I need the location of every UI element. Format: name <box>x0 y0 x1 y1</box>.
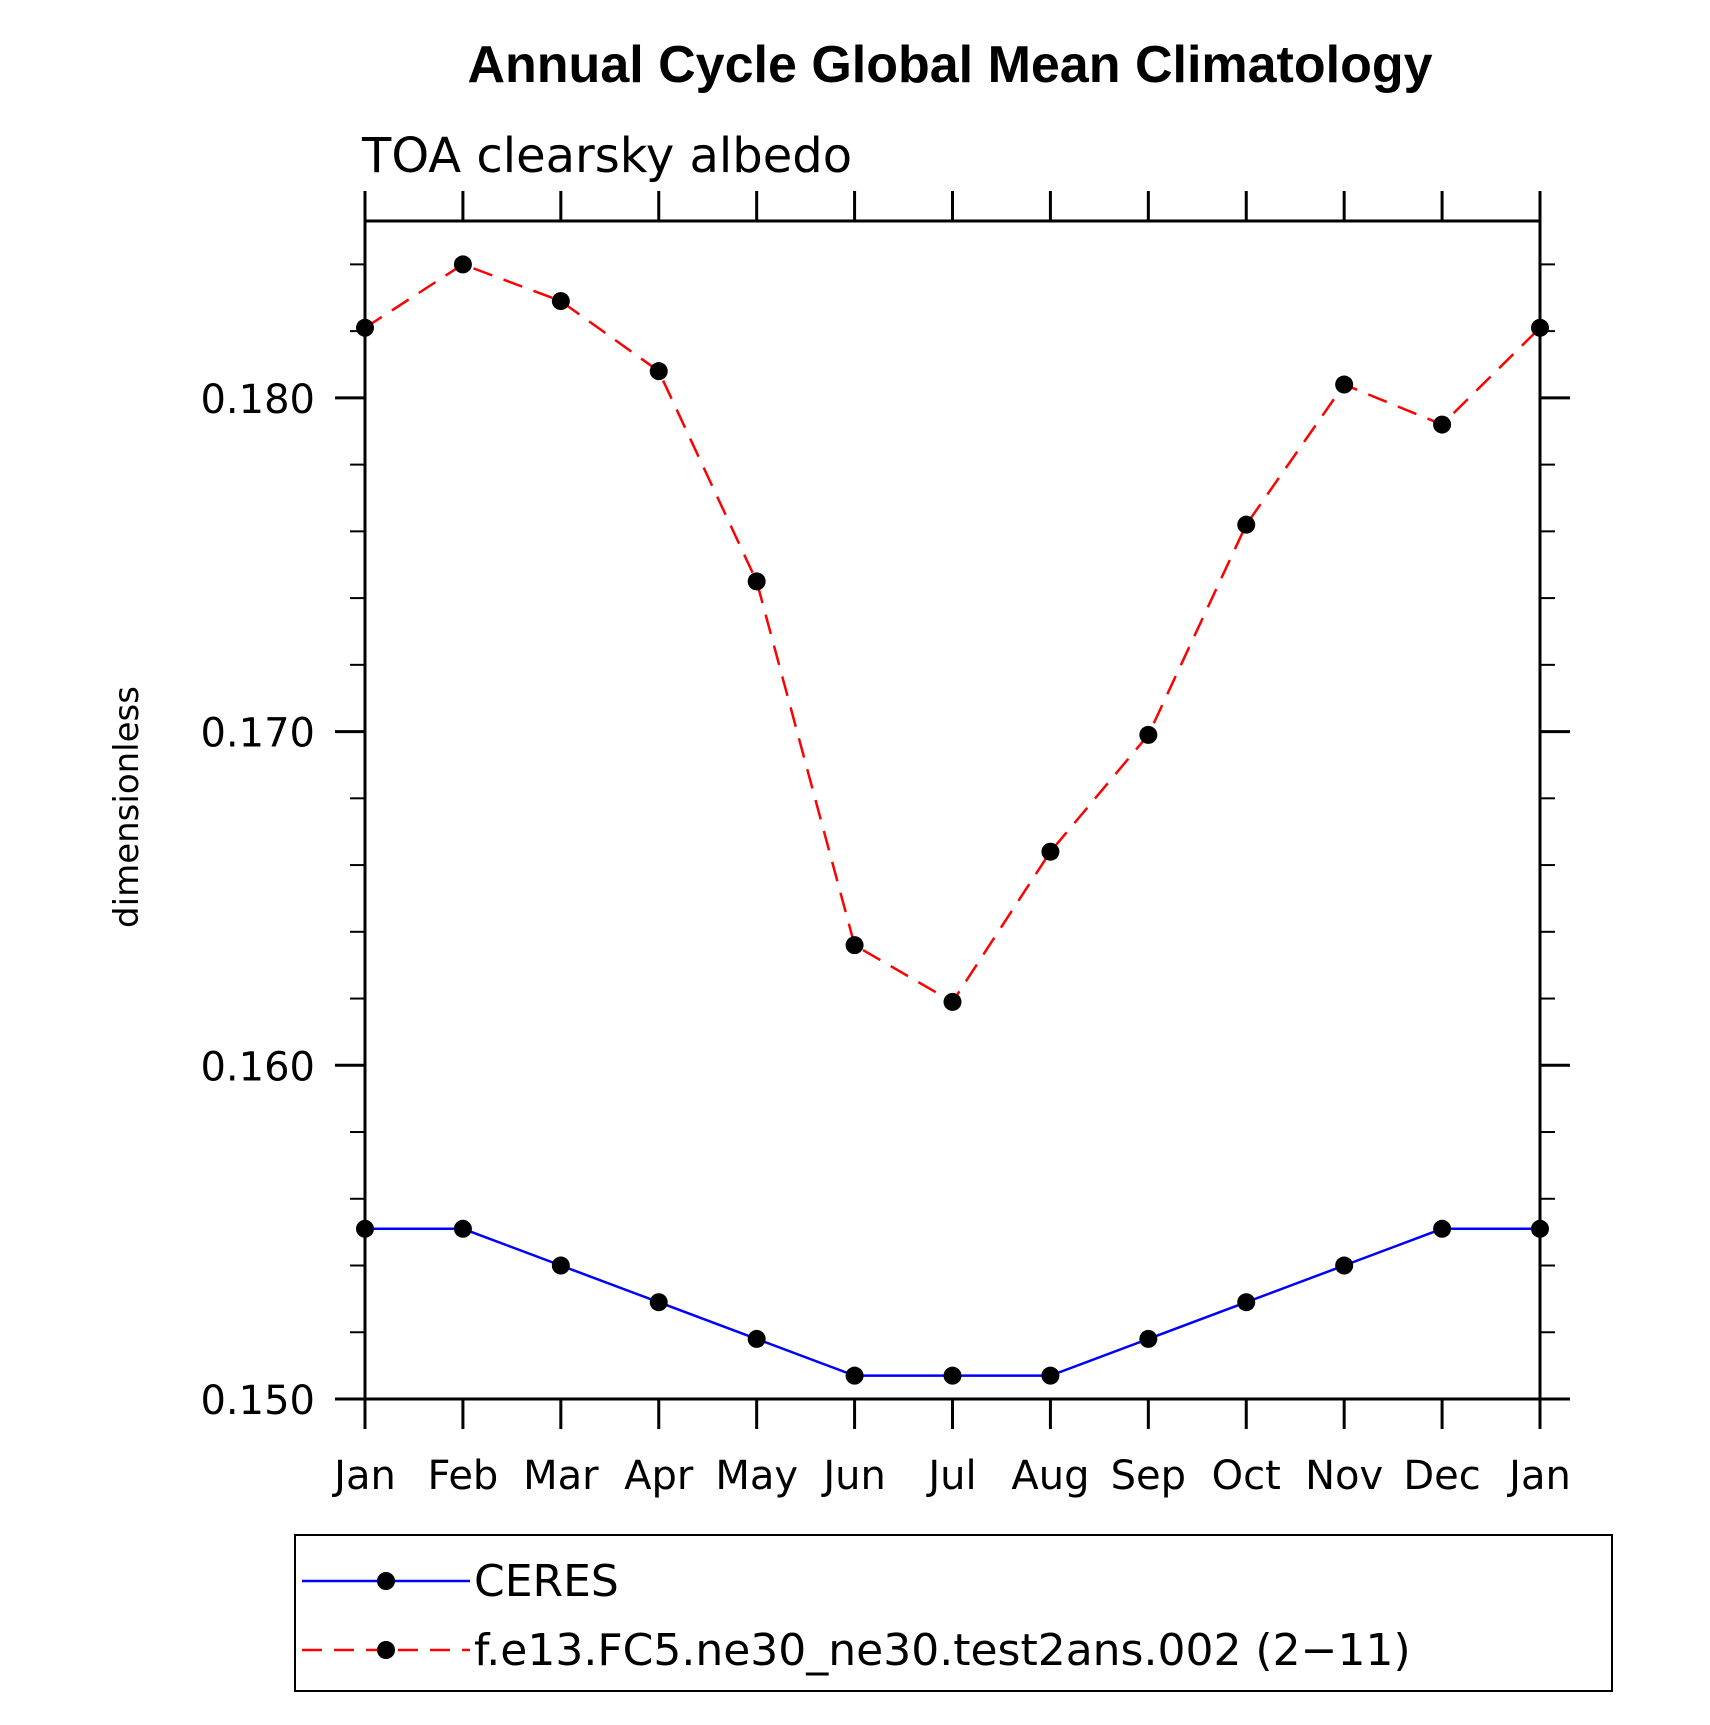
data-point <box>649 362 668 381</box>
data-point <box>1237 1293 1256 1312</box>
data-point <box>943 992 962 1011</box>
data-point <box>1335 375 1354 394</box>
data-point <box>1335 1256 1354 1275</box>
y-tick-label: 0.170 <box>200 711 315 757</box>
series-line <box>364 262 1541 1004</box>
data-point <box>551 292 570 311</box>
x-tick-label: Aug <box>1011 1453 1089 1499</box>
legend-box <box>294 1534 1613 1692</box>
data-point <box>845 1366 864 1385</box>
data-point <box>1433 1219 1452 1238</box>
x-tick-label: Feb <box>428 1453 499 1499</box>
y-tick-label: 0.150 <box>200 1378 315 1424</box>
legend-label-model: f.e13.FC5.ne30_ne30.test2ans.002 (2−11) <box>474 1625 1411 1676</box>
data-point <box>453 255 472 274</box>
legend-label-ceres: CERES <box>474 1556 619 1607</box>
series-line <box>365 1227 1540 1377</box>
series-0 <box>356 1219 1549 1385</box>
chart-subtitle: TOA clearsky albedo <box>361 128 852 184</box>
x-tick-label: Sep <box>1111 1453 1186 1499</box>
chart-title: Annual Cycle Global Mean Climatology <box>467 36 1432 94</box>
x-tick-label: Mar <box>523 1453 599 1499</box>
axis-ticks <box>335 191 1570 1429</box>
x-tick-label: Nov <box>1305 1453 1383 1499</box>
data-point <box>1237 515 1256 534</box>
data-point <box>845 936 864 955</box>
data-point <box>747 1329 766 1348</box>
data-point <box>747 572 766 591</box>
legend-marker-1 <box>377 1641 395 1659</box>
data-point <box>943 1366 962 1385</box>
y-tick-label: 0.160 <box>200 1044 315 1090</box>
data-point <box>1139 1329 1158 1348</box>
plot-frame <box>363 219 1542 1401</box>
x-tick-label: Jan <box>1506 1453 1571 1499</box>
series-1 <box>356 255 1549 1011</box>
x-tick-label: May <box>715 1453 798 1499</box>
x-tick-label: Oct <box>1212 1453 1281 1499</box>
data-point <box>1139 725 1158 744</box>
x-tick-label: Jul <box>925 1453 976 1499</box>
x-tick-label: Jun <box>820 1453 886 1499</box>
data-point <box>1041 1366 1060 1385</box>
x-tick-label: Dec <box>1403 1453 1480 1499</box>
data-point <box>551 1256 570 1275</box>
y-tick-labels: 0.150 0.160 0.170 0.180 <box>200 377 315 1424</box>
legend-marker-0 <box>377 1572 395 1590</box>
legend-symbols <box>302 1572 470 1659</box>
x-tick-labels: Jan Feb Mar Apr May Jun Jul Aug Sep Oct Nov Dec Jan <box>331 1453 1571 1499</box>
data-point <box>453 1219 472 1238</box>
y-axis-label: dimensionless <box>107 686 147 928</box>
data-point <box>649 1293 668 1312</box>
series-layer <box>356 255 1549 1385</box>
x-tick-label: Jan <box>331 1453 396 1499</box>
legend: CERES f.e13.FC5.ne30_ne30.test2ans.002 (… <box>294 1534 1613 1692</box>
y-tick-label: 0.180 <box>200 377 315 423</box>
data-point <box>1433 415 1452 434</box>
data-point <box>1041 842 1060 861</box>
x-tick-label: Apr <box>624 1453 694 1499</box>
